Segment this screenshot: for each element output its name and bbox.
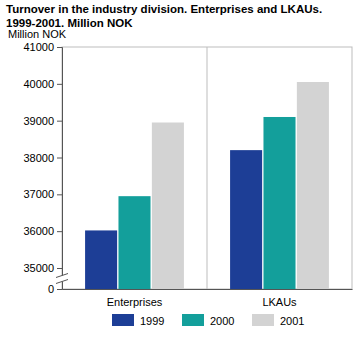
bar xyxy=(152,123,184,289)
bar xyxy=(263,117,295,289)
legend-label: 2000 xyxy=(210,315,234,327)
y-tick-label: 37000 xyxy=(23,188,54,200)
y-tick-label: 0 xyxy=(48,283,54,295)
y-tick-mark xyxy=(57,47,62,48)
legend-label: 2001 xyxy=(280,315,304,327)
y-tick-mark xyxy=(57,231,62,232)
y-tick: 41000 xyxy=(23,41,62,53)
legend-label: 1999 xyxy=(140,315,164,327)
bar xyxy=(118,196,150,289)
y-tick-mark xyxy=(57,84,62,85)
x-tick: Enterprises xyxy=(107,289,163,308)
y-tick-mark xyxy=(57,121,62,122)
y-tick-label: 39000 xyxy=(23,115,54,127)
category-separator xyxy=(207,47,208,289)
y-tick-label: 40000 xyxy=(23,78,54,90)
y-axis-label: Million NOK xyxy=(8,28,67,40)
bars xyxy=(85,82,329,289)
y-tick: 35000 xyxy=(23,262,62,274)
title: Turnover in the industry division. Enter… xyxy=(6,3,325,29)
plot-frame xyxy=(62,47,352,289)
legend-swatch xyxy=(182,314,204,326)
legend-swatch xyxy=(112,314,134,326)
bar xyxy=(297,82,329,289)
legend: 1999 2000 2001 xyxy=(112,314,304,327)
y-axis-line xyxy=(57,48,63,290)
y-tick-label: 35000 xyxy=(23,262,54,274)
y-tick: 0 xyxy=(48,283,62,295)
y-tick: 39000 xyxy=(23,115,62,127)
chart: Turnover in the industry division. Enter… xyxy=(0,0,364,343)
y-tick-label: 38000 xyxy=(23,152,54,164)
legend-swatch xyxy=(252,314,274,326)
y-tick: 38000 xyxy=(23,152,62,164)
y-tick-label: 36000 xyxy=(23,225,54,237)
y-tick-mark xyxy=(57,158,62,159)
y-tick-mark xyxy=(57,268,62,269)
bar xyxy=(85,230,117,289)
y-tick-mark xyxy=(57,194,62,195)
y-tick: 37000 xyxy=(23,188,62,200)
x-axis: Enterprises LKAUs xyxy=(63,289,353,308)
x-tick-label: Enterprises xyxy=(107,296,163,308)
x-axis-line xyxy=(63,289,353,290)
y-tick-mark xyxy=(57,289,62,290)
bar xyxy=(230,150,262,289)
y-tick: 36000 xyxy=(23,225,62,237)
y-tick: 40000 xyxy=(23,78,62,90)
x-tick-label: LKAUs xyxy=(262,296,297,308)
axis-break xyxy=(56,280,68,284)
y-axis: 0 35000 36000 37000 38000 39000 40000 41000 xyxy=(23,41,62,295)
x-tick: LKAUs xyxy=(262,289,297,308)
y-tick-label: 41000 xyxy=(23,41,54,53)
axis-break xyxy=(56,274,68,278)
